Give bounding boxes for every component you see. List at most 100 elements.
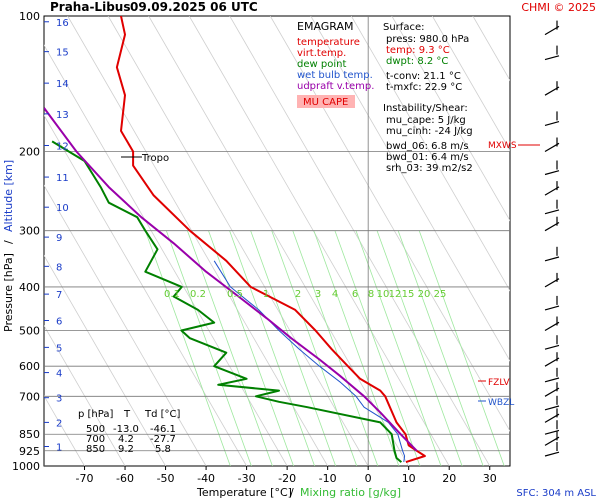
pressure-tick-label: 700 — [19, 390, 40, 403]
x-axis-title-mix: Mixing ratio [g/kg] — [300, 486, 401, 499]
table-row-t: 9.2 — [118, 444, 134, 455]
surface-tmxfc: t-mxfc: 22.9 °C — [386, 82, 462, 93]
table-header-td: Td [°C] — [144, 409, 181, 420]
tropo-label: Tropo — [141, 153, 169, 164]
plot-frame — [43, 15, 511, 467]
barb-staff — [544, 305, 560, 311]
wind-barb-icon — [544, 181, 560, 196]
mixing-ratio-label: 4 — [332, 289, 338, 300]
mu-cape-badge — [297, 95, 355, 108]
mixing-ratio-label: 10 — [377, 289, 390, 300]
wind-barb-icon — [544, 137, 560, 153]
surface-title: Surface: — [383, 22, 424, 33]
wind-barb-icon — [544, 81, 560, 96]
temperature-tick-label: -50 — [157, 472, 175, 485]
dry-adiabat-line — [554, 16, 600, 466]
temperature-tick-label: -70 — [76, 472, 94, 485]
table-header-t: T — [123, 409, 131, 420]
pressure-tick-label: 300 — [19, 225, 40, 238]
mixing-ratio-line — [334, 230, 421, 466]
barb-staff — [544, 405, 560, 411]
dry-adiabat-line — [391, 16, 510, 222]
legend-virt-temp: virt.temp. — [297, 48, 346, 59]
table-row-p: 500 — [86, 424, 105, 435]
legend-dew-point: dew point — [297, 59, 346, 70]
table-row-td: 5.8 — [155, 444, 171, 455]
instability-bwd06: bwd_06: 6.8 m/s — [386, 141, 469, 152]
station-name: Praha-Libus — [50, 0, 130, 14]
temperature-tick-label: 20 — [442, 472, 456, 485]
barb-staff — [544, 256, 560, 262]
mixing-ratio-label: 8 — [368, 289, 374, 300]
dry-adiabat-line — [594, 16, 600, 466]
altitude-tick-label: 12 — [56, 142, 69, 153]
barb-staff — [544, 344, 560, 350]
dry-adiabat-line — [269, 16, 510, 432]
dry-adiabat-line — [148, 16, 410, 466]
mixing-ratio-line — [165, 230, 252, 466]
surface-tconv: t-conv: 21.1 °C — [386, 71, 461, 82]
series-udpraft-v-temp — [44, 107, 418, 452]
table-header-p: p [hPa] — [78, 409, 113, 420]
barb-staff — [544, 170, 560, 176]
pressure-tick-label: 200 — [19, 145, 40, 158]
dry-adiabat-line — [350, 16, 510, 292]
instability-srh03: srh_03: 39 m2/s2 — [386, 163, 473, 174]
barb-staff — [544, 377, 560, 383]
altitude-tick-label: 6 — [56, 317, 62, 328]
dry-adiabat-line — [432, 16, 510, 152]
mixing-ratio-line — [144, 230, 231, 466]
wind-barb-icon — [544, 431, 560, 446]
pressure-tick-label: 400 — [19, 281, 40, 294]
mixing-ratio-line — [187, 230, 273, 466]
x-axis-title-sep: / — [290, 486, 294, 499]
instability-panel: Instability/Shear: mu_cape: 5 J/kg mu_ci… — [383, 103, 473, 174]
mu-cape-label: MU CAPE — [303, 97, 348, 108]
wbzl-label: WBZL — [488, 398, 514, 408]
table-row-td: -27.7 — [150, 434, 176, 445]
wind-barb-icon — [544, 367, 560, 383]
legend-box: EMAGRAM temperature virt.temp. dew point… — [297, 20, 374, 108]
series-dew-point — [51, 140, 403, 463]
surface-panel: Surface: press: 980.0 hPa temp: 9.3 °C d… — [383, 22, 469, 93]
pressure-tick-label: 500 — [19, 325, 40, 338]
mxws-label: MXWS — [488, 141, 517, 151]
altitude-tick-label: 8 — [56, 262, 62, 273]
x-axis-title: Temperature [°C] / Mixing ratio [g/kg] — [196, 486, 401, 499]
barb-staff — [544, 209, 560, 215]
mixing-ratio-label: 20 — [418, 289, 431, 300]
mixing-ratio-label: 25 — [434, 289, 447, 300]
temperature-tick-label: -20 — [278, 472, 296, 485]
mixing-ratio-line — [250, 230, 337, 466]
instability-mucape: mu_cape: 5 J/kg — [386, 115, 466, 126]
temperature-tick-label: -30 — [238, 472, 256, 485]
barb-staff — [544, 429, 560, 435]
altitude-tick-label: 3 — [56, 394, 62, 405]
y-axis-title-press: Pressure [hPa] — [2, 253, 15, 332]
surface-temp: temp: 9.3 °C — [386, 45, 450, 56]
altitude-tick-label: 1 — [56, 442, 62, 453]
wind-barb-icon — [544, 352, 560, 367]
datetime: 09.09.2025 06 UTC — [130, 0, 258, 14]
altitude-tick-label: 7 — [56, 290, 62, 301]
wind-barb-icon — [544, 45, 560, 61]
wind-barb-icon — [544, 335, 560, 350]
surface-press: press: 980.0 hPa — [386, 34, 469, 45]
level-table: p [hPa] T Td [°C] 500 -13.0 -46.1 700 4.… — [78, 409, 181, 455]
table-row-t: -13.0 — [113, 424, 139, 435]
mixing-ratio-label: 0.5 — [227, 289, 243, 300]
wind-barb-icon — [544, 395, 560, 411]
wind-barb-icon — [544, 272, 560, 288]
mixing-ratio-label: 15 — [402, 289, 415, 300]
instability-bwd01: bwd_01: 6.4 m/s — [386, 152, 469, 163]
temperature-tick-label: 0 — [365, 472, 372, 485]
temperature-tick-label: -60 — [116, 472, 134, 485]
mixing-ratio-label: 3 — [315, 289, 321, 300]
series-wet-bulb-temp — [213, 260, 406, 463]
table-row-p: 700 — [86, 434, 105, 445]
mixing-ratio-line — [229, 230, 315, 466]
altitude-tick-label: 16 — [56, 18, 69, 29]
sfc-label: SFC: 304 m ASL — [516, 488, 596, 499]
pressure-tick-label: 850 — [19, 428, 40, 441]
